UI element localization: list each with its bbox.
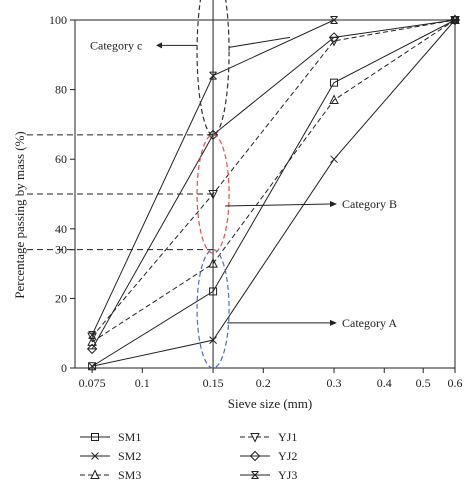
legend-marker-yj3 (251, 471, 259, 479)
legend-item-sm1: SM1 (80, 430, 141, 444)
series-line-sm3 (91, 19, 456, 343)
point-sm3-2-shape (329, 94, 339, 105)
legend-marker-yj1 (250, 433, 260, 443)
legend-label-sm3: SM3 (118, 468, 141, 482)
annotation-layer: Category c Category B Category A (90, 0, 397, 369)
x-axis-label: Sieve size (mm) (228, 396, 312, 411)
legend-marker-sm1-shape (91, 433, 99, 441)
legend-marker-yj2-shape (249, 450, 261, 462)
y-tick-label-4: 80 (55, 83, 67, 97)
ellipse-category-2 (196, 249, 230, 369)
point-yj1-1-shape (208, 190, 218, 200)
category-a-arrowhead (330, 319, 337, 326)
point-sm2-1-shape (209, 336, 217, 345)
point-sm3-0 (87, 336, 97, 346)
series-layer (86, 14, 461, 371)
point-yj3-0-shape (88, 330, 96, 339)
point-sm2-0-shape (88, 362, 96, 371)
point-yj3-3 (451, 16, 459, 24)
point-sm2-2 (330, 155, 338, 164)
series-line-sm1 (91, 19, 456, 367)
legend-marker-sm2 (91, 452, 99, 460)
y-tick-label-0: 0 (61, 361, 67, 375)
x-tick-label-7: 0.6 (448, 376, 463, 390)
legend-item-sm2: SM2 (80, 449, 141, 463)
point-yj2-0 (86, 343, 98, 355)
point-sm3-0-shape (87, 336, 97, 346)
legend-marker-sm1 (91, 433, 99, 441)
legend-marker-yj3-shape (251, 471, 259, 479)
legend-marker-sm3-shape (90, 469, 100, 479)
x-tick-label-1: 0.1 (135, 376, 150, 390)
point-sm1-1 (209, 287, 218, 296)
point-yj2-2 (328, 32, 340, 43)
legend-item-yj2: YJ2 (240, 449, 297, 463)
legend-marker-yj2 (249, 450, 261, 462)
category-b-arrowhead (330, 201, 337, 207)
reference-lines (27, 0, 214, 368)
legend-marker-yj1-shape (250, 433, 260, 443)
series-line-yj3 (91, 19, 455, 336)
x-tick-label-0: 0.075 (79, 376, 106, 390)
legend-item-yj1: YJ1 (240, 430, 297, 444)
x-tick-label-6: 0.5 (416, 376, 431, 390)
x-tick-label-3: 0.2 (256, 376, 271, 390)
legend-label-yj2: YJ2 (278, 449, 297, 463)
point-yj2-2-shape (328, 32, 340, 43)
chart-frame (74, 19, 456, 369)
x-tick-label-2: 0.15 (203, 376, 224, 390)
point-sm3-2 (329, 94, 339, 105)
point-yj2-3-shape (449, 14, 461, 26)
y-tick-label-1: 20 (55, 291, 67, 305)
category-b-label: Category B (342, 197, 397, 211)
point-yj2-0-shape (86, 343, 98, 355)
y-tick-label-2: 40 (55, 222, 67, 236)
point-yj3-1 (209, 71, 217, 80)
legend-item-yj3: YJ3 (240, 468, 297, 482)
ellipse-category-1 (196, 134, 230, 254)
point-yj3-0 (88, 330, 96, 339)
x-tick-label-4: 0.3 (327, 376, 342, 390)
category-c-arrowhead (156, 42, 162, 49)
x-tick-label-5: 0.4 (377, 376, 392, 390)
point-sm2-1 (209, 336, 217, 345)
point-yj3-2-shape (330, 16, 338, 24)
y-tick-label-3: 60 (55, 152, 67, 166)
category-c-pointer (228, 36, 291, 48)
category-b-arrow (225, 203, 331, 207)
category-c-label: Category c (90, 38, 142, 52)
point-sm2-0 (88, 362, 96, 371)
plot-frame (74, 19, 456, 369)
series-line-sm2 (91, 19, 456, 367)
point-sm2-2-shape (330, 155, 338, 164)
point-yj1-1 (208, 190, 218, 200)
y-tick-label-extra: 30 (55, 243, 67, 257)
point-sm1-2-shape (330, 78, 339, 87)
legend-marker-sm3 (90, 469, 100, 479)
point-sm1-1-shape (209, 287, 218, 296)
legend-label-yj3: YJ3 (278, 468, 297, 482)
series-line-yj2 (91, 19, 456, 350)
ellipse-category-0 (196, 0, 230, 136)
point-sm3-1 (208, 257, 218, 268)
y-tick-label-5: 100 (49, 13, 67, 27)
legend-marker-sm2-shape (91, 452, 99, 460)
point-sm3-1-shape (208, 257, 218, 268)
legend-item-sm3: SM3 (80, 468, 141, 482)
point-yj3-1-shape (209, 71, 217, 80)
point-sm1-2 (330, 78, 339, 87)
legend-label-yj1: YJ1 (278, 430, 297, 444)
legend: SM1 SM2 SM3 YJ1 YJ2 YJ3 (80, 430, 297, 482)
series-line-yj1 (91, 19, 456, 338)
point-yj3-3-shape (451, 16, 459, 24)
point-yj3-2 (330, 16, 338, 24)
y-axis-label: Percentage passing by mass (%) (12, 131, 27, 299)
tick-layer: 0 20 40 60 80 100 30 0.075 0.1 0.15 0.2 0.3 0.4 0.5 0.… (49, 13, 463, 390)
category-a-label: Category A (342, 316, 397, 330)
legend-label-sm1: SM1 (118, 430, 141, 444)
legend-label-sm2: SM2 (118, 449, 141, 463)
